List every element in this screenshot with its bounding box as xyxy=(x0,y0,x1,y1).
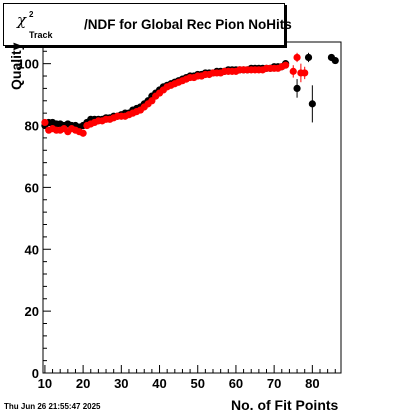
black-series-point xyxy=(304,53,313,62)
y-tick-label: 0 xyxy=(32,366,39,381)
chart-title: /NDF for Global Rec Pion NoHits xyxy=(84,17,292,32)
chart-title-subscript: Track xyxy=(29,30,53,40)
red-series-point xyxy=(282,61,290,69)
y-tick-label: 100 xyxy=(17,57,39,72)
timestamp: Thu Jun 26 21:55:47 2025 xyxy=(4,402,101,411)
x-tick-label: 70 xyxy=(267,376,281,391)
x-tick-label: 50 xyxy=(190,376,204,391)
x-tick-label: 20 xyxy=(76,376,90,391)
y-tick-label: 60 xyxy=(25,180,39,195)
red-series-point xyxy=(301,69,309,77)
y-axis-label: Quality xyxy=(8,42,24,90)
red-series-point xyxy=(293,53,301,62)
black-series-point xyxy=(293,84,301,93)
red-series-point xyxy=(289,67,297,75)
y-tick-label: 40 xyxy=(25,242,39,257)
x-tick-label: 40 xyxy=(152,376,166,391)
black-series-point xyxy=(308,100,316,108)
red-series-point xyxy=(41,118,49,127)
chart-title-symbol: χ xyxy=(17,11,27,29)
black-series-point xyxy=(331,56,339,65)
x-tick-label: 80 xyxy=(305,376,319,391)
x-tick-label: 10 xyxy=(38,376,52,391)
y-tick-label: 20 xyxy=(25,304,39,319)
y-tick-label: 80 xyxy=(25,119,39,134)
chart-title-box: χ 2 Track /NDF for Global Rec Pion NoHit… xyxy=(3,3,292,46)
x-axis-label: No. of Fit Points xyxy=(231,397,339,413)
chart-title-superscript: 2 xyxy=(29,10,34,19)
x-tick-label: 60 xyxy=(229,376,243,391)
red-series-point xyxy=(79,129,87,137)
x-tick-label: 30 xyxy=(114,376,128,391)
